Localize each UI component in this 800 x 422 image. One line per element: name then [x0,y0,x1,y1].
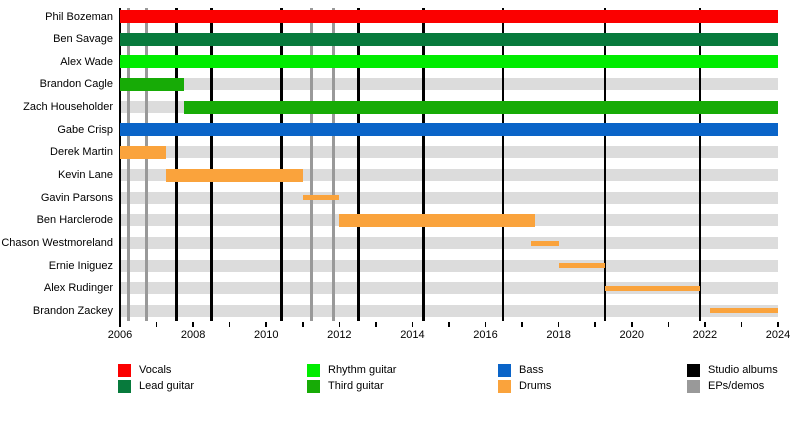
member-row-stripe [120,237,778,249]
member-label: Derek Martin [50,146,113,159]
member-label: Alex Wade [60,55,113,68]
member-label: Ben Savage [53,33,113,46]
studio-album-line [501,8,505,321]
member-row-stripe [120,191,778,204]
member-bar [165,168,303,182]
member-bar [120,77,184,91]
y-axis-line [118,8,121,322]
member-bar [710,308,778,314]
member-row-stripe [120,304,778,317]
legend-swatch [687,364,700,377]
member-bar [302,195,340,201]
member-bar [120,123,778,137]
legend-label: Studio albums [708,364,778,376]
member-label: Gabe Crisp [57,123,113,136]
member-label: Alex Rudinger [43,282,113,295]
studio-album-line [357,8,360,321]
legend-swatch [687,379,700,393]
x-axis-tick-label: 2024 [765,329,791,341]
x-axis-tick [265,322,267,327]
studio-album-line [175,8,178,321]
x-axis-tick [448,322,450,327]
member-bar [120,10,778,23]
member-row-stripe [120,146,778,159]
legend-swatch [498,364,511,377]
x-axis-tick [667,322,670,327]
legend-swatch [118,379,131,393]
x-axis-tick-label: 2020 [619,329,644,341]
x-axis-tick-label: 2016 [473,329,498,341]
x-axis-tick [777,322,779,327]
legend-swatch [118,364,131,377]
member-label: Kevin Lane [57,169,113,182]
x-axis-tick [228,322,231,327]
member-label: Gavin Parsons [40,191,113,204]
x-axis-tick [594,322,596,327]
studio-album-line [210,8,213,321]
x-axis-tick [484,322,487,327]
x-axis-tick-label: 2014 [400,329,425,341]
x-axis-tick-label: 2012 [327,329,352,341]
legend-label: Drums [519,379,552,392]
x-axis-tick [375,322,377,327]
member-label: Ben Harclerode [36,214,113,227]
x-axis-tick [631,322,633,327]
ep-demo-line [310,8,313,321]
member-label: Zach Householder [23,101,113,114]
x-axis-tick-label: 2008 [180,329,206,341]
x-axis-tick [155,322,158,327]
member-bar [558,263,606,269]
legend-label: Third guitar [328,379,384,392]
x-axis-tick [192,322,194,327]
member-bar [120,32,778,46]
ep-demo-line [145,8,148,321]
studio-album-line [280,8,283,321]
member-label: Phil Bozeman [45,10,113,23]
x-axis-tick-label: 2010 [253,329,279,341]
member-bar [339,213,535,227]
legend-label: Vocals [139,364,172,376]
ep-demo-line [332,8,335,321]
x-axis-tick [302,322,304,327]
x-axis-tick-label: 2022 [692,329,718,341]
x-axis-tick [740,322,743,327]
member-label: Brandon Zackey [32,304,113,317]
member-row-stripe [120,78,778,91]
legend-label: Rhythm guitar [328,364,397,376]
legend-swatch [307,364,320,377]
studio-album-line [698,8,702,321]
legend-swatch [498,379,511,393]
member-bar [531,240,559,246]
x-axis-tick [557,322,560,327]
x-axis-tick [704,322,706,327]
member-row-stripe [120,259,778,272]
member-bar [120,55,778,69]
member-label: Chason Westmoreland [1,237,113,249]
x-axis-tick-label: 2018 [546,329,571,341]
member-bar [120,145,166,159]
studio-album-line [603,8,607,321]
legend-swatch [307,379,320,393]
x-axis-tick-label: 2006 [107,329,133,341]
studio-album-line [422,8,425,321]
legend-label: Lead guitar [139,379,195,392]
member-label: Ernie Iniguez [48,259,113,272]
legend-label: Bass [519,364,544,376]
x-axis-tick [338,322,341,327]
member-bar [183,100,778,114]
x-axis-tick [521,322,523,327]
ep-demo-line [127,8,130,321]
member-bar [605,285,701,291]
legend-label: EPs/demos [708,379,765,392]
member-row-stripe [120,282,778,295]
x-axis-tick [411,322,414,327]
x-axis-tick [119,322,121,327]
member-label: Brandon Cagle [39,78,113,91]
